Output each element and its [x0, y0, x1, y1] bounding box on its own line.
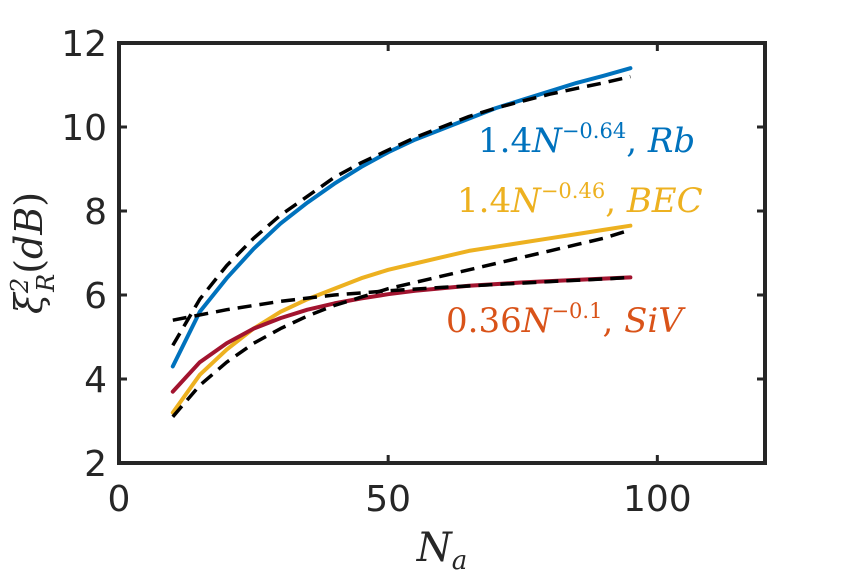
fit-SiV-line: [172, 275, 631, 322]
y-tick-label: 2: [84, 444, 107, 485]
y-tick-label: 10: [61, 108, 107, 149]
y-axis-label: ξ2R(dB): [6, 192, 60, 314]
y-tick-label: 8: [84, 192, 107, 233]
fit-Rb-line: [171, 74, 631, 347]
annotation-bec: 1.4N−0.46, BEC: [457, 179, 703, 221]
annotation-siv: 0.36N−0.1, SiV: [446, 299, 686, 341]
ticks-layer: 0 50 100 2 4 6 8 10 12: [61, 24, 765, 520]
fits-layer: [171, 74, 631, 418]
x-axis-label: Na: [416, 525, 468, 576]
fit-BEC-line: [171, 228, 631, 418]
x-tick-label: 0: [108, 479, 131, 520]
x-tick-label: 50: [365, 479, 411, 520]
series-line-rb: [170, 66, 633, 369]
y-tick-label: 6: [84, 276, 107, 317]
y-tick-label: 4: [84, 360, 107, 401]
annotation-rb: 1.4N−0.64, Rb: [478, 119, 695, 161]
y-tick-label: 12: [61, 24, 107, 65]
x-tick-label: 100: [623, 479, 692, 520]
plot-area: [117, 41, 767, 465]
